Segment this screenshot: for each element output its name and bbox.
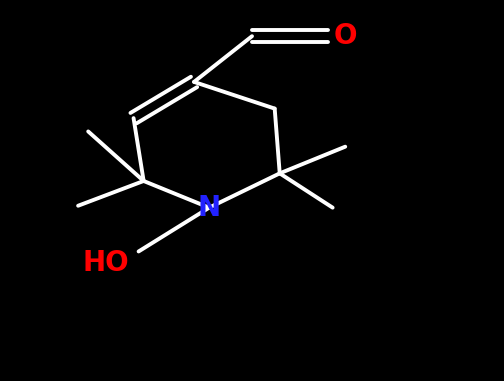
Text: N: N <box>198 194 221 222</box>
Text: O: O <box>334 22 357 50</box>
Text: HO: HO <box>83 249 129 277</box>
